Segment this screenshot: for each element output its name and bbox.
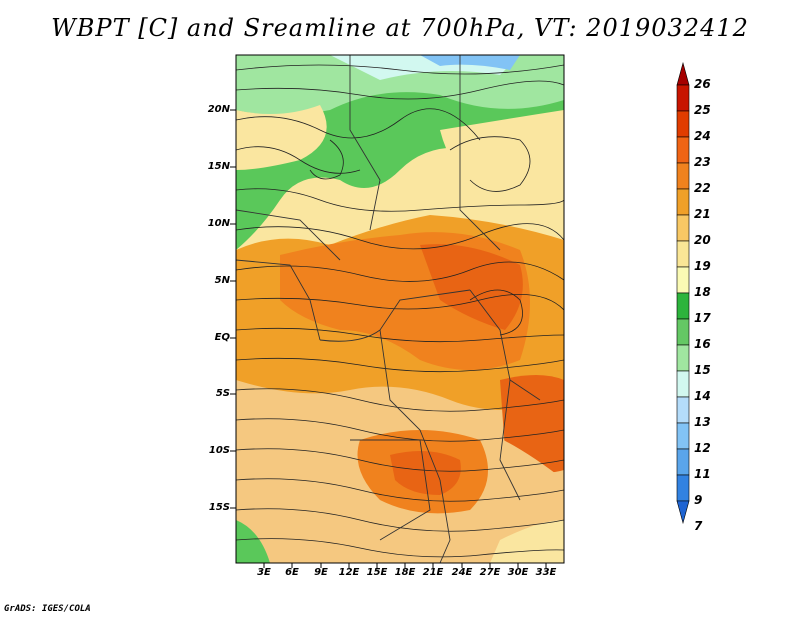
colorbar-segment bbox=[676, 474, 690, 502]
wbpt-field bbox=[236, 55, 564, 563]
lon-label: 21E bbox=[422, 567, 444, 578]
colorbar-label: 9 bbox=[694, 493, 703, 507]
lon-label: 6E bbox=[285, 567, 299, 578]
lat-label: 5N bbox=[214, 275, 230, 286]
lon-label: 12E bbox=[338, 567, 360, 578]
colorbar-segment bbox=[676, 422, 690, 450]
colorbar bbox=[676, 61, 690, 525]
lon-label: 18E bbox=[394, 567, 416, 578]
colorbar-segment bbox=[676, 266, 690, 294]
map-frame bbox=[235, 54, 565, 564]
country-borders bbox=[236, 55, 541, 563]
streamlines bbox=[236, 64, 564, 558]
lon-label: 24E bbox=[451, 567, 473, 578]
colorbar-segment bbox=[676, 370, 690, 398]
colorbar-label: 18 bbox=[694, 285, 711, 299]
colorbar-segment bbox=[676, 162, 690, 190]
colorbar-segment bbox=[676, 240, 690, 268]
map-title: WBPT [C] and Sreamline at 700hPa, VT: 20… bbox=[51, 14, 749, 42]
colorbar-arrow-top bbox=[676, 61, 690, 86]
colorbar-label: 7 bbox=[694, 519, 703, 533]
lat-ticks bbox=[230, 109, 236, 509]
colorbar-segment bbox=[676, 448, 690, 476]
colorbar-label: 14 bbox=[694, 389, 711, 403]
lat-label: 10N bbox=[207, 218, 230, 229]
colorbar-label: 26 bbox=[694, 77, 711, 91]
lat-label: 15S bbox=[208, 502, 230, 513]
colorbar-label: 16 bbox=[694, 337, 711, 351]
grads-credit: GrADS: IGES/COLA bbox=[4, 604, 91, 614]
colorbar-label: 25 bbox=[694, 103, 711, 117]
colorbar-label: 17 bbox=[694, 311, 711, 325]
colorbar-label: 22 bbox=[694, 181, 711, 195]
colorbar-label: 12 bbox=[694, 441, 711, 455]
lat-label: 20N bbox=[207, 104, 230, 115]
lon-ticks bbox=[263, 563, 547, 568]
colorbar-segment bbox=[676, 84, 690, 112]
lon-label: 15E bbox=[366, 567, 388, 578]
lat-label: 10S bbox=[208, 445, 230, 456]
colorbar-label: 13 bbox=[694, 415, 711, 429]
colorbar-label: 23 bbox=[694, 155, 711, 169]
colorbar-arrow-bottom bbox=[676, 500, 690, 525]
lat-label: EQ bbox=[214, 332, 230, 343]
colorbar-segment bbox=[676, 344, 690, 372]
colorbar-segment bbox=[676, 136, 690, 164]
colorbar-label: 11 bbox=[694, 467, 711, 481]
colorbar-label: 20 bbox=[694, 233, 711, 247]
colorbar-label: 24 bbox=[694, 129, 711, 143]
colorbar-segment bbox=[676, 396, 690, 424]
colorbar-label: 19 bbox=[694, 259, 711, 273]
lon-label: 30E bbox=[507, 567, 529, 578]
colorbar-label: 21 bbox=[694, 207, 711, 221]
lat-label: 5S bbox=[215, 388, 230, 399]
colorbar-segment bbox=[676, 214, 690, 242]
colorbar-segment bbox=[676, 110, 690, 138]
lon-label: 27E bbox=[479, 567, 501, 578]
lon-label: 3E bbox=[257, 567, 271, 578]
colorbar-segment bbox=[676, 318, 690, 346]
colorbar-label: 15 bbox=[694, 363, 711, 377]
colorbar-segment bbox=[676, 292, 690, 320]
lon-label: 33E bbox=[535, 567, 557, 578]
lat-label: 15N bbox=[207, 161, 230, 172]
colorbar-segment bbox=[676, 188, 690, 216]
lon-label: 9E bbox=[314, 567, 328, 578]
